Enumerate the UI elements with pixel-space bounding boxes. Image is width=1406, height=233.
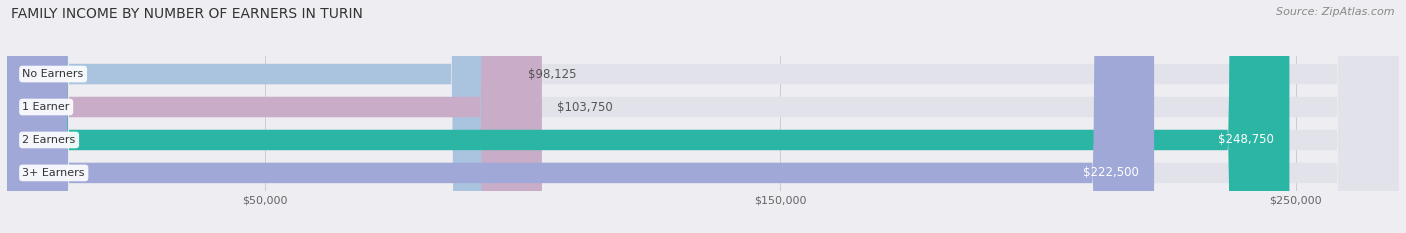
Text: $248,750: $248,750 [1218,134,1274,147]
FancyBboxPatch shape [7,0,1289,233]
Text: $222,500: $222,500 [1083,166,1139,179]
FancyBboxPatch shape [7,0,513,233]
Text: $98,125: $98,125 [529,68,576,81]
Text: 2 Earners: 2 Earners [22,135,76,145]
Text: Source: ZipAtlas.com: Source: ZipAtlas.com [1277,7,1395,17]
Text: 1 Earner: 1 Earner [22,102,70,112]
Text: FAMILY INCOME BY NUMBER OF EARNERS IN TURIN: FAMILY INCOME BY NUMBER OF EARNERS IN TU… [11,7,363,21]
FancyBboxPatch shape [7,0,1154,233]
FancyBboxPatch shape [7,0,1399,233]
FancyBboxPatch shape [7,0,1399,233]
FancyBboxPatch shape [7,0,1399,233]
FancyBboxPatch shape [7,0,1399,233]
Text: No Earners: No Earners [22,69,84,79]
Text: 3+ Earners: 3+ Earners [22,168,84,178]
Text: $103,750: $103,750 [557,100,613,113]
FancyBboxPatch shape [7,0,541,233]
